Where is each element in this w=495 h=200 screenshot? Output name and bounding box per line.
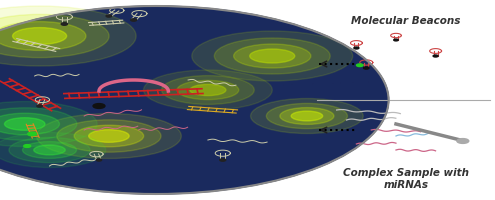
Circle shape — [363, 67, 369, 69]
Text: Molecular Beacons: Molecular Beacons — [351, 16, 460, 26]
Ellipse shape — [234, 44, 311, 68]
Circle shape — [356, 64, 363, 67]
Ellipse shape — [161, 76, 254, 104]
Circle shape — [394, 39, 398, 41]
Ellipse shape — [9, 137, 90, 163]
Ellipse shape — [249, 49, 295, 63]
Circle shape — [0, 6, 389, 194]
Ellipse shape — [0, 102, 97, 146]
Circle shape — [61, 23, 67, 25]
Ellipse shape — [280, 108, 334, 124]
Text: Complex Sample with
miRNAs: Complex Sample with miRNAs — [343, 168, 469, 190]
Ellipse shape — [34, 145, 65, 155]
Ellipse shape — [0, 22, 86, 50]
Ellipse shape — [177, 80, 239, 100]
Ellipse shape — [266, 103, 347, 129]
Ellipse shape — [0, 113, 59, 135]
Circle shape — [457, 139, 469, 143]
Circle shape — [37, 105, 43, 107]
Ellipse shape — [192, 31, 352, 81]
Ellipse shape — [190, 84, 226, 96]
Ellipse shape — [250, 98, 363, 134]
Circle shape — [28, 132, 37, 136]
Circle shape — [354, 47, 359, 49]
Circle shape — [131, 19, 137, 21]
Circle shape — [220, 159, 226, 161]
Circle shape — [106, 15, 112, 17]
Ellipse shape — [0, 132, 106, 168]
Ellipse shape — [89, 130, 129, 142]
Ellipse shape — [144, 70, 272, 110]
Circle shape — [433, 55, 438, 57]
Ellipse shape — [57, 120, 161, 152]
Ellipse shape — [0, 6, 136, 66]
Ellipse shape — [12, 28, 67, 44]
Ellipse shape — [214, 38, 330, 74]
Ellipse shape — [291, 111, 323, 121]
Ellipse shape — [22, 142, 77, 158]
Circle shape — [24, 145, 31, 147]
Ellipse shape — [0, 14, 109, 58]
Ellipse shape — [4, 118, 45, 130]
Circle shape — [97, 159, 101, 161]
Ellipse shape — [37, 114, 181, 158]
Ellipse shape — [0, 108, 77, 140]
Ellipse shape — [74, 125, 144, 147]
Circle shape — [93, 104, 105, 108]
